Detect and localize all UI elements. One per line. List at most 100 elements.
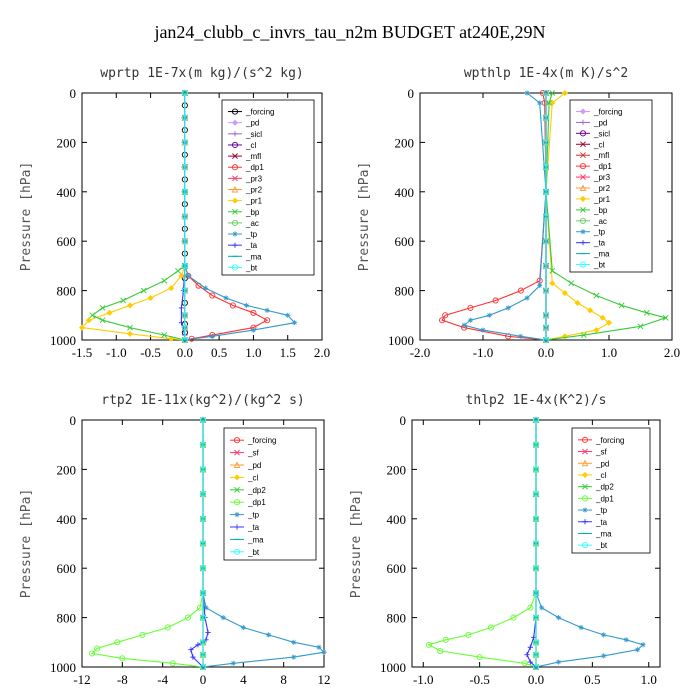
data-point [164,624,171,631]
legend-marker [579,195,587,202]
legend-box [223,427,317,561]
data-point [524,652,530,658]
legend-marker [233,437,241,444]
legend-label: _forcing [593,107,622,116]
data-point [209,333,215,339]
data-point [127,324,133,331]
series_dp1 [438,89,550,344]
data-point [120,297,127,304]
legend-marker [232,242,238,248]
x-tick-label: 12 [318,672,331,687]
legend-marker [232,153,238,160]
data-point [99,304,106,311]
data-point [467,317,473,323]
series_bt [542,89,550,344]
data-point [181,238,188,245]
legend-label: _ta [593,239,606,248]
y-tick-label: 0 [400,413,407,428]
legend-label: _mfl [593,151,609,160]
panel-4: thlp2 1E-4x(K^2)/s Pressure [hPa] -1.0 -0.5… [349,393,661,687]
legend-marker [231,197,239,204]
data-point [605,319,613,326]
y-tick-label: 400 [395,185,415,200]
data-point [578,624,584,631]
legend-label: _bt [595,541,608,550]
data-point [532,491,540,498]
data-point [532,441,540,448]
legend-marker [234,524,240,530]
legend-label: _pd [595,459,609,468]
data-point [264,307,270,313]
legend-marker [581,471,589,478]
x-tick-label: -0.5 [140,345,161,360]
data-point [139,631,146,638]
legend-label: _ac [593,217,607,226]
data-point [199,589,207,596]
data-point [188,647,194,653]
legend-marker [231,141,239,149]
legend-marker [580,206,586,213]
legend-label: _cl [595,471,606,480]
legend-label: _bp [245,208,260,217]
legend-label: _pd [593,118,607,127]
data-point [199,441,207,448]
x-tick-label: -0.5 [469,672,490,687]
x-tick-label: 8 [280,672,287,687]
data-point [205,629,211,636]
y-tick-label: 400 [57,185,77,200]
legend-marker [233,499,241,506]
x-tick-label: 0.0 [538,345,554,360]
legend-label: _pr1 [593,195,611,204]
legend-marker [233,548,241,555]
data-point [89,650,96,657]
legend-label: _dp1 [245,163,264,172]
legend-label: _dp1 [247,498,266,507]
y-tick-label: 800 [395,284,415,299]
figure-title: jan24_clubb_c_invrs_tau_n2m BUDGET at240… [153,22,545,42]
data-point [89,312,96,319]
data-point [316,644,322,650]
x-tick-label: 4 [240,672,247,687]
data-point [539,605,545,611]
legend-label: _pr3 [593,173,611,182]
x-tick-label: 1.0 [601,345,617,360]
x-tick-label: -2.0 [410,345,431,360]
legend-label: _forcing [595,436,624,445]
data-point [542,262,550,269]
data-point [537,100,543,106]
legend-marker [580,141,586,148]
data-point [175,267,181,274]
legend-label: _tp [245,230,258,239]
data-point [195,642,201,648]
y-tick-label: 800 [57,611,77,626]
legend-label: _pr2 [593,184,611,193]
panel-3: rtp2 1E-11x(kg^2)/(kg^2 s) Pressure [hPa]… [19,393,331,687]
legend-label: _tp [247,511,260,520]
legend-label: _pr1 [245,197,263,206]
y-tick-label: 200 [57,135,77,150]
x-tick-label: -12 [73,672,90,687]
series_bt [181,89,188,344]
y-tick-label: 200 [395,135,415,150]
y-tick-label: 1000 [380,660,406,675]
legend-label: _pd [247,461,261,470]
data-point [542,238,550,245]
data-point [568,280,575,287]
data-point [181,324,188,331]
data-point [250,327,257,333]
legend-label: _dp1 [595,494,614,503]
y-tick-label: 400 [387,512,407,527]
y-tick-label: 600 [57,234,77,249]
data-point [593,327,600,334]
data-point [199,466,207,473]
legend-label: _ac [245,219,259,228]
data-point [492,297,499,304]
legend-label: _sicl [245,130,262,139]
x-tick-label: 1.5 [280,345,296,360]
data-point [555,659,562,665]
data-point [542,114,550,121]
legend-marker [581,459,589,467]
y-tick-label: 200 [57,462,77,477]
data-point [199,565,207,572]
y-tick-label: 600 [395,234,415,249]
